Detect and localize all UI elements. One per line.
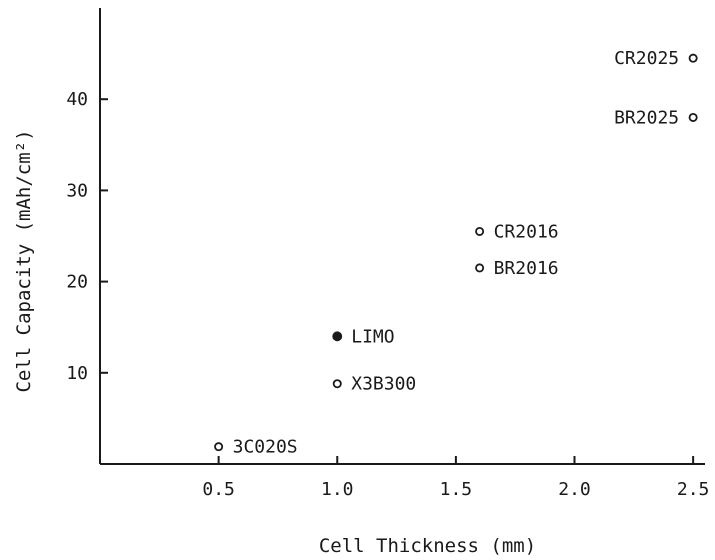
point-label: LIMO bbox=[351, 326, 394, 347]
x-axis-label: Cell Thickness (mm) bbox=[319, 535, 536, 557]
point-label: CR2025 bbox=[614, 48, 679, 69]
axes bbox=[99, 8, 705, 465]
y-tick-label: 20 bbox=[66, 272, 88, 293]
data-point bbox=[332, 379, 342, 389]
y-tick-label: 30 bbox=[66, 180, 88, 201]
y-ticks: 10 20 30 40 bbox=[66, 89, 108, 384]
x-tick-label: 2.0 bbox=[558, 479, 591, 500]
point-label: BR2016 bbox=[494, 258, 559, 279]
data-point bbox=[475, 226, 485, 236]
x-ticks: 0.5 1.0 1.5 2.0 2.5 bbox=[202, 456, 709, 500]
x-tick-label: 0.5 bbox=[202, 479, 235, 500]
data-point bbox=[688, 112, 698, 122]
data-point bbox=[475, 263, 485, 273]
data-point bbox=[332, 331, 343, 342]
x-tick-label: 1.5 bbox=[440, 479, 473, 500]
point-label: BR2025 bbox=[614, 107, 679, 128]
data-point bbox=[214, 442, 224, 452]
y-axis-label: Cell Capacity (mAh/cm²) bbox=[13, 129, 35, 392]
x-tick-label: 1.0 bbox=[321, 479, 354, 500]
y-tick-label: 40 bbox=[66, 89, 88, 110]
data-point bbox=[688, 53, 698, 63]
y-tick-label: 10 bbox=[66, 363, 88, 384]
x-tick-label: 2.5 bbox=[677, 479, 710, 500]
point-label: 3C020S bbox=[233, 437, 298, 458]
data-points: 3C020S X3B300 LIMO BR2016 CR2016 BR2025 CR2025 bbox=[214, 48, 698, 458]
point-label: X3B300 bbox=[351, 374, 416, 395]
point-label: CR2016 bbox=[494, 221, 559, 242]
